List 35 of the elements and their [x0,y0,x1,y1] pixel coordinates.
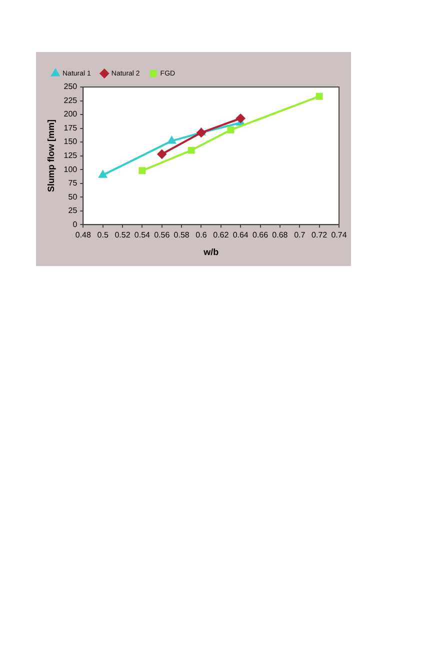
x-tick-label: 0.64 [232,230,249,240]
point [157,150,166,159]
x-tick-label: 0.48 [75,230,92,240]
y-tick-label: 200 [64,110,78,119]
point [227,126,234,134]
y-tick-label: 75 [68,178,78,188]
x-tick-label: 0.66 [252,230,269,240]
x-tick-label: 0.56 [154,230,170,240]
y-tick-label: 175 [64,123,78,132]
y-tick-label: 125 [64,151,78,160]
y-tick-label: 100 [64,164,78,174]
y-tick-label: 250 [64,82,78,92]
point [188,146,195,154]
x-tick-label: 0.54 [134,230,151,240]
x-tick-label: 0.68 [272,230,288,240]
point [236,114,246,123]
x-tick-label: 0.52 [114,230,131,240]
point [168,136,176,144]
y-tick-label: 225 [64,96,78,105]
x-tick-label: 0.58 [174,230,190,240]
point [316,92,323,100]
x-tick-label: 0.72 [312,230,328,240]
point [138,167,146,174]
y-tick-label: 0 [72,220,78,229]
x-tick-label: 0.62 [213,230,230,240]
x-axis-title: w/b [202,247,220,258]
y-tick-label: 150 [64,137,78,146]
point [98,170,107,178]
y-tick-label: 25 [68,206,78,216]
x-tick-label: 0.6 [196,230,208,240]
x-tick-label: 0.5 [97,230,109,240]
y-axis-title: Slump flow [mm] [46,120,56,192]
y-tick-label: 50 [68,192,78,202]
x-tick-label: 0.7 [294,230,306,240]
x-tick-label: 0.74 [331,230,348,240]
